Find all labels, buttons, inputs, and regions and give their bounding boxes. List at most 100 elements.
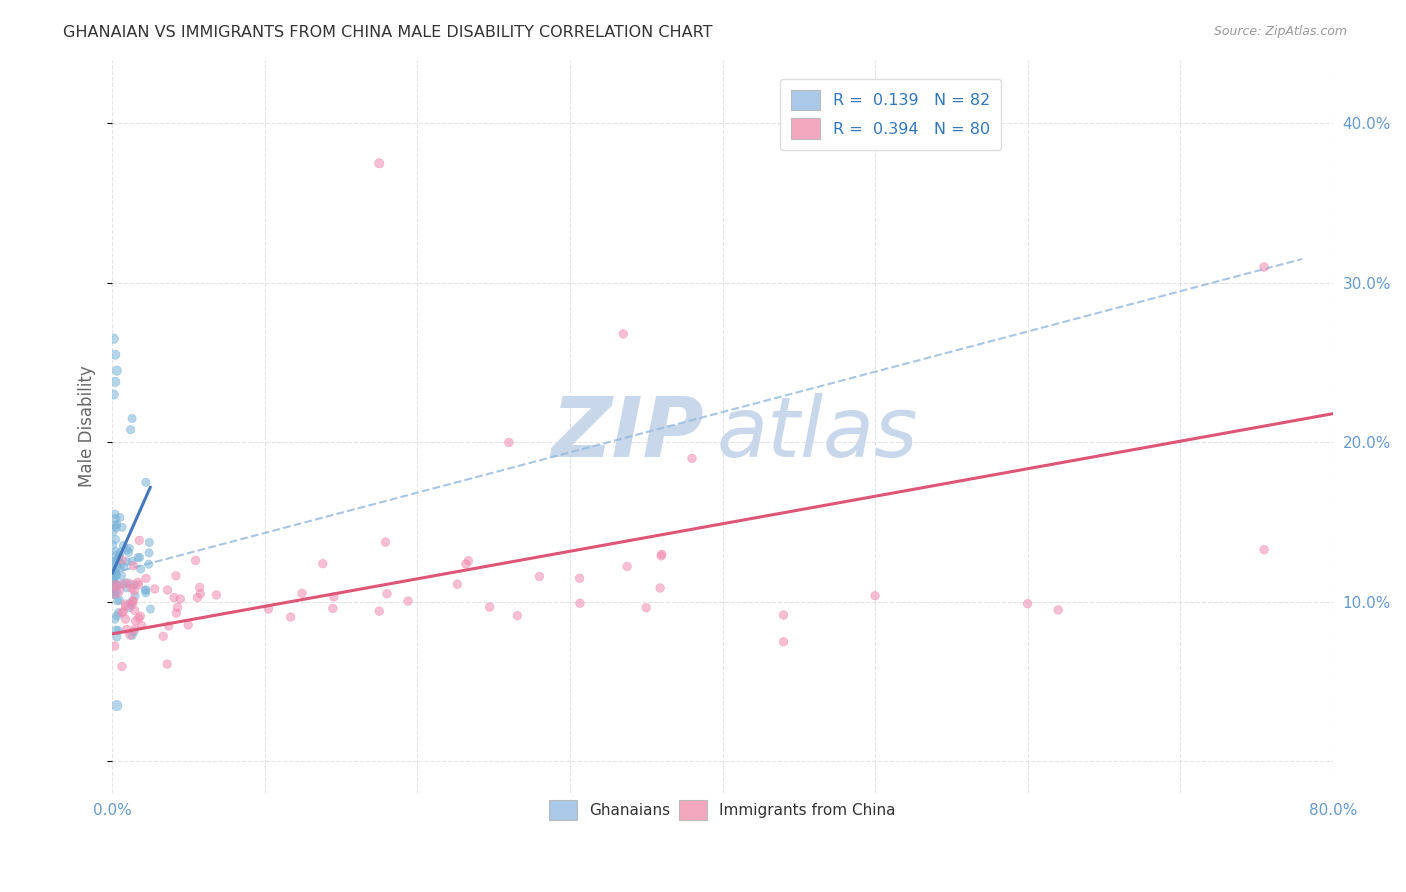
Point: [139, 602, 162, 616]
Point: [121, 598, 143, 612]
Point: [110, 568, 132, 582]
Point: [103, 556, 125, 570]
Text: GHANAIAN VS IMMIGRANTS FROM CHINA MALE DISABILITY CORRELATION CHART: GHANAIAN VS IMMIGRANTS FROM CHINA MALE D…: [63, 25, 713, 40]
Point: [110, 577, 132, 591]
Point: [105, 580, 128, 594]
Point: [103, 582, 125, 596]
Point: [156, 582, 179, 597]
Point: [169, 592, 191, 607]
Point: [105, 568, 128, 582]
Point: [122, 593, 145, 607]
Point: [312, 557, 335, 571]
Point: [322, 590, 344, 604]
Point: [636, 600, 658, 615]
Point: [104, 511, 127, 525]
Point: [111, 659, 134, 673]
Point: [138, 546, 160, 560]
Point: [105, 544, 128, 558]
Point: [104, 582, 127, 597]
Point: [124, 603, 146, 617]
Point: [152, 629, 174, 643]
Point: [1253, 260, 1275, 274]
Point: [101, 573, 124, 587]
Point: [568, 596, 591, 610]
Point: [135, 571, 157, 585]
Point: [129, 609, 152, 624]
Point: [205, 588, 228, 602]
Point: [322, 601, 344, 615]
Point: [114, 597, 136, 611]
Point: [118, 628, 141, 642]
Point: [104, 554, 127, 568]
Point: [374, 535, 396, 549]
Point: [101, 538, 124, 552]
Point: [650, 549, 672, 563]
Point: [104, 548, 127, 562]
Point: [104, 348, 127, 362]
Point: [104, 566, 127, 580]
Point: [127, 575, 149, 590]
Point: [368, 156, 391, 170]
Point: [124, 578, 146, 592]
Point: [103, 575, 125, 590]
Point: [128, 533, 150, 548]
Point: [122, 594, 145, 608]
Point: [107, 624, 129, 638]
Point: [104, 518, 127, 533]
Point: [108, 561, 131, 575]
Point: [1017, 597, 1039, 611]
Point: [103, 332, 125, 346]
Point: [165, 606, 187, 620]
Point: [105, 568, 128, 582]
Point: [138, 535, 160, 549]
Point: [1253, 542, 1275, 557]
Point: [128, 577, 150, 591]
Point: [120, 577, 142, 591]
Point: [115, 581, 138, 595]
Point: [616, 559, 638, 574]
Point: [121, 554, 143, 568]
Point: [107, 606, 129, 620]
Point: [124, 589, 146, 603]
Point: [454, 557, 477, 571]
Point: [529, 569, 551, 583]
Point: [105, 585, 128, 599]
Point: [114, 612, 136, 626]
Point: [108, 593, 131, 607]
Point: [478, 600, 501, 615]
Point: [166, 600, 188, 615]
Legend: Ghanaians, Immigrants from China: Ghanaians, Immigrants from China: [543, 794, 901, 826]
Point: [568, 571, 591, 585]
Point: [103, 387, 125, 401]
Point: [108, 510, 131, 524]
Point: [177, 618, 200, 632]
Point: [103, 554, 125, 568]
Point: [114, 599, 136, 614]
Point: [648, 581, 671, 595]
Point: [107, 594, 129, 608]
Point: [612, 326, 634, 341]
Point: [122, 583, 145, 598]
Point: [143, 582, 166, 596]
Point: [104, 584, 127, 599]
Point: [681, 451, 703, 466]
Point: [135, 586, 157, 600]
Point: [135, 583, 157, 598]
Point: [135, 582, 157, 597]
Point: [863, 589, 886, 603]
Point: [104, 623, 127, 637]
Point: [104, 375, 127, 389]
Point: [772, 635, 794, 649]
Point: [772, 608, 794, 623]
Point: [103, 573, 125, 587]
Point: [105, 579, 128, 593]
Point: [104, 521, 127, 535]
Text: atlas: atlas: [717, 393, 918, 475]
Point: [121, 581, 143, 595]
Text: ZIP: ZIP: [551, 393, 704, 475]
Point: [107, 553, 129, 567]
Point: [184, 553, 207, 567]
Point: [115, 575, 138, 590]
Point: [446, 577, 468, 591]
Point: [108, 549, 131, 563]
